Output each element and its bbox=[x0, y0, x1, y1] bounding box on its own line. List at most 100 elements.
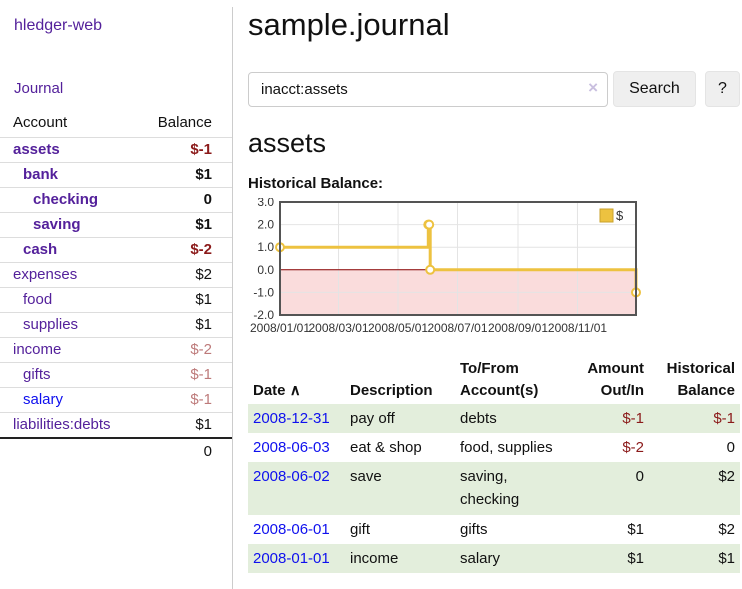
account-row: saving $1 bbox=[0, 212, 232, 237]
account-row: expenses $2 bbox=[0, 262, 232, 287]
account-link[interactable]: checking bbox=[33, 191, 99, 208]
transaction-description: save bbox=[350, 468, 382, 485]
column-header-description: Description bbox=[350, 381, 433, 399]
account-link[interactable]: cash bbox=[23, 241, 58, 258]
transaction-accounts: salary bbox=[460, 549, 501, 567]
account-row: supplies $1 bbox=[0, 312, 232, 337]
register-body: 2008-12-31 pay off debts $-1 $-1 2008-06-03 ea… bbox=[248, 403, 740, 573]
column-header-amount: Amount Out/In bbox=[587, 360, 644, 399]
account-balance: $1 bbox=[195, 166, 212, 183]
transaction-description: eat & shop bbox=[350, 438, 422, 456]
transaction-row: 2008-12-31 pay off debts $-1 $-1 bbox=[248, 403, 740, 433]
transaction-amount: $1 bbox=[627, 520, 644, 538]
transaction-accounts: debts bbox=[460, 409, 497, 427]
transaction-row: 2008-01-01 income salary $1 $1 bbox=[248, 543, 740, 573]
account-balance: $1 bbox=[195, 416, 212, 433]
search-box: × bbox=[248, 71, 609, 107]
svg-text:$: $ bbox=[616, 208, 624, 223]
sidebar-item-journal[interactable]: Journal bbox=[14, 80, 64, 97]
account-row: salary $-1 bbox=[0, 387, 232, 412]
column-header-balance: Historical Balance bbox=[666, 360, 735, 399]
register-table: Date ∧ Description To/From Account(s) Am… bbox=[248, 356, 740, 573]
account-balance: $-2 bbox=[190, 341, 212, 358]
account-balance: $1 bbox=[195, 316, 212, 333]
transaction-description: income bbox=[350, 549, 399, 567]
account-link[interactable]: salary bbox=[23, 391, 64, 408]
sidebar: hledger-web Journal Account Balance asse… bbox=[0, 7, 233, 589]
transaction-balance: $-1 bbox=[713, 409, 735, 427]
transaction-description: pay off bbox=[350, 409, 395, 427]
account-row: income $-2 bbox=[0, 337, 232, 362]
account-link[interactable]: assets bbox=[13, 141, 60, 158]
account-balance: $2 bbox=[195, 266, 212, 283]
account-link[interactable]: liabilities:debts bbox=[13, 416, 111, 433]
chart-svg: $3.0 2.0 1.0 0.0 -1.0 -2.02008/01/012008/03/0… bbox=[250, 195, 641, 335]
account-row: assets $-1 bbox=[0, 137, 232, 162]
account-row: bank $1 bbox=[0, 162, 232, 187]
main-content: sample.journal × Search ? assets Histori… bbox=[233, 7, 742, 573]
svg-text:2008/03/01: 2008/03/01 bbox=[308, 321, 368, 335]
sort-asc-icon: ∧ bbox=[289, 381, 301, 399]
svg-text:-1.0: -1.0 bbox=[253, 285, 274, 299]
transaction-balance: $2 bbox=[718, 468, 735, 485]
transaction-accounts: gifts bbox=[460, 520, 488, 538]
svg-text:3.0: 3.0 bbox=[257, 198, 274, 209]
transaction-balance: 0 bbox=[726, 438, 735, 456]
svg-text:-2.0: -2.0 bbox=[253, 308, 274, 322]
transaction-accounts: food, supplies bbox=[460, 438, 553, 456]
page-title: sample.journal bbox=[248, 7, 450, 42]
transaction-row: 2008-06-02 save saving, checking 0 $2 bbox=[248, 462, 740, 515]
account-link[interactable]: expenses bbox=[13, 266, 78, 283]
help-button[interactable]: ? bbox=[704, 71, 740, 107]
account-row: food $1 bbox=[0, 287, 232, 312]
account-link[interactable]: bank bbox=[23, 166, 59, 183]
transaction-amount: $1 bbox=[627, 549, 644, 567]
svg-text:2.0: 2.0 bbox=[257, 218, 274, 232]
historical-balance-chart: $3.0 2.0 1.0 0.0 -1.0 -2.0 2008/01/01 2008/03/0… bbox=[246, 195, 740, 345]
svg-text:2008/09/01: 2008/09/01 bbox=[488, 321, 548, 335]
transaction-date-link[interactable]: 2008-06-01 bbox=[253, 520, 330, 538]
transaction-amount: $-2 bbox=[622, 438, 644, 456]
date-header-label: Date bbox=[253, 381, 286, 399]
account-balance: $-1 bbox=[190, 391, 212, 408]
account-balance: $-2 bbox=[190, 241, 212, 258]
svg-text:1.0: 1.0 bbox=[257, 240, 274, 254]
account-balance: 0 bbox=[203, 191, 212, 208]
transaction-date-link[interactable]: 2008-06-02 bbox=[253, 468, 330, 485]
account-balance: $1 bbox=[195, 291, 212, 308]
svg-text:2008/11/01: 2008/11/01 bbox=[548, 321, 607, 335]
accounts-table: Account Balance assets $-1 bank $1 checking 0… bbox=[0, 110, 232, 463]
transaction-date-link[interactable]: 2008-12-31 bbox=[253, 409, 330, 427]
accounts-list: assets $-1 bank $1 checking 0 saving $1 cash $-2 e… bbox=[0, 137, 232, 437]
column-header-date[interactable]: Date ∧ bbox=[248, 356, 345, 404]
transaction-accounts: saving, checking bbox=[460, 468, 520, 509]
accounts-table-header: Account Balance bbox=[0, 110, 232, 137]
transaction-row: 2008-06-01 gift gifts $1 $2 bbox=[248, 515, 740, 544]
transaction-balance: $1 bbox=[718, 549, 735, 567]
app-title-link[interactable]: hledger-web bbox=[14, 17, 103, 34]
account-row: liabilities:debts $1 bbox=[0, 412, 232, 437]
account-link[interactable]: food bbox=[23, 291, 53, 308]
account-link[interactable]: saving bbox=[33, 216, 81, 233]
account-link[interactable]: gifts bbox=[23, 366, 51, 383]
account-heading: assets bbox=[248, 128, 327, 158]
account-link[interactable]: income bbox=[13, 341, 62, 358]
svg-text:2008/01/01: 2008/01/01 bbox=[250, 321, 310, 335]
accounts-total: 0 bbox=[0, 437, 232, 463]
account-row: checking 0 bbox=[0, 187, 232, 212]
chart-title: Historical Balance: bbox=[248, 175, 384, 192]
search-input[interactable] bbox=[248, 71, 609, 107]
account-row: gifts $-1 bbox=[0, 362, 232, 387]
svg-text:0.0: 0.0 bbox=[257, 263, 274, 277]
transaction-date-link[interactable]: 2008-01-01 bbox=[253, 549, 330, 567]
account-link[interactable]: supplies bbox=[23, 316, 79, 333]
register-header-row: Date ∧ Description To/From Account(s) Am… bbox=[248, 356, 740, 404]
search-form: × Search ? bbox=[248, 71, 740, 107]
account-balance: $-1 bbox=[190, 141, 212, 158]
clear-search-icon[interactable]: × bbox=[588, 77, 599, 97]
svg-text:2008/05/01: 2008/05/01 bbox=[368, 321, 428, 335]
transaction-date-link[interactable]: 2008-06-03 bbox=[253, 438, 330, 456]
transaction-row: 2008-06-03 eat & shop food, supplies $-2 0 bbox=[248, 433, 740, 462]
account-row: cash $-2 bbox=[0, 237, 232, 262]
search-button[interactable]: Search bbox=[613, 71, 696, 107]
